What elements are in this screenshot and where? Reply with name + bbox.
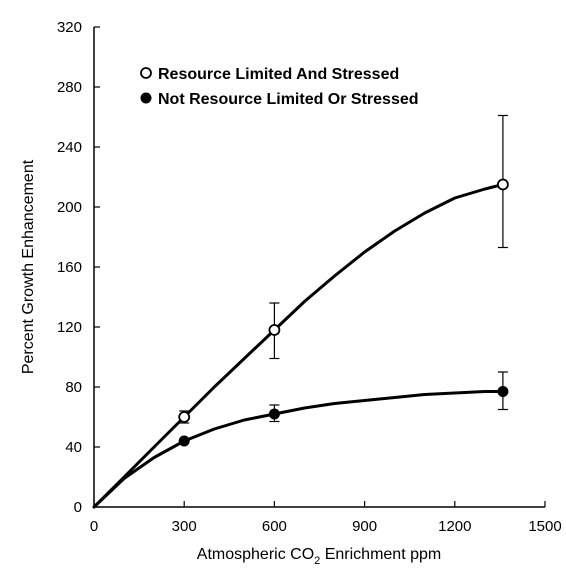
y-tick-label: 120 [57, 319, 82, 336]
x-axis-title-subscript: 2 [314, 555, 320, 567]
data-point-filled [268, 408, 280, 420]
x-tick-label: 0 [90, 518, 98, 535]
y-tick-label: 240 [57, 139, 82, 156]
data-markers [178, 178, 509, 447]
data-point-filled [178, 435, 190, 447]
y-axis-title: Percent Growth Enhancement [20, 159, 37, 374]
legend-label-resource-limited: Resource Limited And Stressed [158, 66, 399, 83]
data-point-open [178, 411, 191, 423]
data-point-open [268, 324, 281, 336]
x-ticks: 0 300 600 900 1200 1500 [90, 501, 562, 535]
y-ticks: 0 40 80 120 160 200 240 280 320 [57, 19, 100, 516]
y-tick-label: 80 [65, 379, 82, 396]
y-tick-label: 320 [57, 19, 82, 36]
y-tick-label: 160 [57, 259, 82, 276]
x-axis-title-main: Atmospheric CO [197, 546, 314, 563]
legend-marker-filled-circle [140, 92, 152, 104]
x-tick-label: 600 [262, 518, 287, 535]
legend-marker-open-circle [140, 67, 152, 79]
y-tick-label: 40 [65, 439, 82, 456]
series-curves [92, 183, 505, 509]
x-tick-label: 1200 [438, 518, 471, 535]
legend: Resource Limited And Stressed Not Resour… [140, 66, 419, 108]
y-tick-label: 0 [74, 499, 82, 516]
series-line-1 [92, 390, 505, 509]
legend-label-not-resource-limited: Not Resource Limited Or Stressed [158, 91, 419, 108]
x-tick-label: 900 [352, 518, 377, 535]
data-point-filled [497, 386, 509, 397]
x-axis-title-rest: Enrichment ppm [320, 546, 441, 563]
series-line-0 [92, 183, 505, 509]
x-tick-label: 300 [172, 518, 197, 535]
y-tick-label: 280 [57, 79, 82, 96]
x-tick-label: 1500 [528, 518, 561, 535]
y-tick-label: 200 [57, 199, 82, 216]
x-axis-title: Atmospheric CO2 Enrichment ppm [197, 546, 441, 567]
data-point-open [497, 178, 509, 191]
